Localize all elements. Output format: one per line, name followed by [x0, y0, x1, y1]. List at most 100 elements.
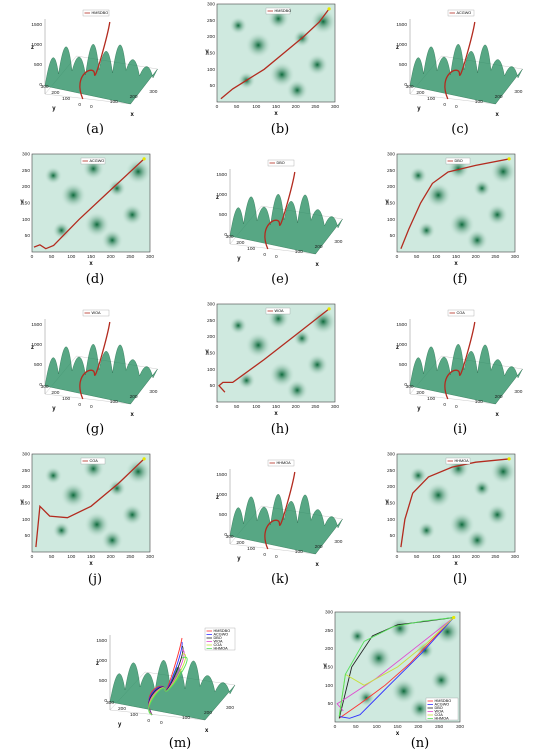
- y-tick-label: 50: [210, 383, 216, 389]
- obstacle-peak: [348, 627, 367, 646]
- panel-caption: (n): [410, 736, 430, 751]
- x-tick-label: 300: [511, 254, 519, 260]
- z-tick-label: 500: [219, 512, 227, 518]
- x-tick-label: 300: [511, 554, 519, 560]
- plot-frame: [216, 3, 336, 103]
- plot-frame: [216, 303, 336, 403]
- obstacle-peak: [486, 503, 509, 526]
- obstacle-peak: [416, 641, 434, 660]
- x-axis-label: x: [131, 412, 135, 418]
- z-tick-label: 1500: [396, 22, 407, 28]
- terrain-surface: [44, 44, 158, 105]
- x-axis-label: x: [274, 111, 278, 117]
- legend-entry: COA: [214, 643, 223, 647]
- y-tick-label: 200: [22, 184, 30, 190]
- panel-j: 0 50 100 150 200 250 300 50 100 150 200 250 300 x y COA…: [20, 452, 170, 592]
- y-tick-label: 100: [427, 96, 435, 102]
- x-tick-label: 200: [495, 394, 503, 400]
- y-tick-label: 200: [207, 334, 215, 340]
- z-tick-label: 1500: [216, 172, 227, 178]
- z-tick-label: 0: [224, 232, 227, 238]
- x-axis-label: x: [274, 411, 278, 417]
- y-tick-label: 250: [325, 628, 333, 634]
- path-line-dbo: [400, 158, 510, 249]
- legend-entry: ACGWO: [435, 703, 450, 707]
- x-tick-label: 0: [216, 404, 219, 410]
- legend-entry: HHMOA: [214, 647, 229, 651]
- panel-caption: (l): [452, 572, 468, 587]
- obstacle-peak: [229, 16, 248, 35]
- y-axis-label: y: [118, 722, 122, 728]
- x-axis-label: x: [454, 261, 458, 267]
- path-line-dbo: [264, 171, 296, 250]
- y-tick-label: 250: [387, 168, 395, 174]
- z-axis-label: z: [396, 345, 399, 351]
- y-tick-label: 200: [51, 90, 59, 96]
- x-axis-label: x: [205, 728, 209, 734]
- obstacle-peak: [121, 503, 144, 526]
- y-tick-label: 100: [387, 517, 395, 523]
- panel-h: 0 50 100 150 200 250 300 50 100 150 200 250 300 x y WOA…: [205, 302, 355, 442]
- z-tick-label: 0: [39, 82, 42, 88]
- x-tick-label: 200: [130, 394, 138, 400]
- obstacle-peak: [292, 329, 311, 348]
- legend-entry: HHMOA: [435, 717, 450, 721]
- z-axis-label: z: [216, 195, 219, 201]
- x-tick-label: 250: [126, 554, 134, 560]
- y-tick-label: 200: [51, 390, 59, 396]
- legend-entry: ACGWO: [214, 633, 229, 637]
- y-tick-label: 200: [387, 184, 395, 190]
- y-tick-label: 150: [207, 51, 215, 57]
- z-tick-label: 1000: [396, 342, 407, 348]
- x-axis-label: x: [89, 261, 93, 267]
- panel-plot: 0 50 100 150 200 250 300 50 100 150 200 250 300 x y HHM…: [385, 452, 519, 568]
- legend-box: [447, 309, 475, 317]
- panel-g: 0 500 1000 1500 z 0 100 200 300 0 100 200 300 x y WOA (g…: [20, 302, 170, 442]
- y-tick-label: 150: [387, 501, 395, 507]
- x-tick-label: 200: [204, 710, 212, 716]
- x-axis-label: x: [396, 731, 400, 737]
- obstacle-peak: [229, 316, 248, 335]
- obstacle-peak: [125, 458, 152, 485]
- panel-e: 0 500 1000 1500 z 0 100 200 300 0 100 200 300 x y DBO (e…: [205, 152, 355, 292]
- y-tick-label: 300: [106, 700, 114, 706]
- obstacle-peak: [83, 211, 110, 238]
- y-tick-label: 100: [22, 517, 30, 523]
- panel-caption: (e): [271, 272, 289, 287]
- obstacle-peak: [417, 221, 436, 240]
- y-tick-label: 300: [207, 302, 215, 308]
- y-axis-label: y: [237, 556, 241, 562]
- obstacle-peak: [466, 229, 489, 252]
- y-tick-label: 300: [226, 234, 234, 240]
- plot-frame: [396, 453, 516, 553]
- panel-plot: 0 50 100 150 200 250 300 50 100 150 200 250 300 x y ACG…: [20, 152, 154, 268]
- y-tick-label: 250: [387, 468, 395, 474]
- obstacle-peak: [417, 521, 436, 540]
- x-tick-label: 300: [331, 104, 339, 110]
- goal-marker: [327, 307, 331, 311]
- z-tick-label: 500: [99, 678, 107, 684]
- y-axis-label: y: [323, 663, 327, 669]
- x-tick-label: 50: [414, 254, 420, 260]
- y-axis-label: y: [385, 199, 389, 205]
- legend-entry: ACGWO: [457, 11, 472, 15]
- x-tick-label: 300: [146, 254, 154, 260]
- panel-caption: (a): [86, 122, 104, 137]
- obstacle-peak: [107, 179, 126, 198]
- x-tick-label: 250: [311, 104, 319, 110]
- obstacle-peak: [268, 361, 295, 388]
- x-tick-label: 50: [234, 104, 240, 110]
- x-tick-label: 50: [49, 554, 55, 560]
- y-tick-label: 100: [247, 546, 255, 552]
- y-axis-label: y: [205, 349, 209, 355]
- path-line-hmsdbo: [79, 21, 111, 100]
- z-tick-label: 500: [34, 362, 42, 368]
- x-tick-label: 100: [67, 554, 75, 560]
- obstacle-peak: [389, 617, 411, 640]
- panel-k: 0 500 1000 1500 z 0 100 200 300 0 100 200 300 x y HHMOA…: [205, 452, 355, 592]
- obstacle-peak: [286, 379, 309, 402]
- z-tick-label: 1000: [31, 342, 42, 348]
- x-tick-label: 200: [315, 244, 323, 250]
- y-tick-label: 200: [416, 390, 424, 396]
